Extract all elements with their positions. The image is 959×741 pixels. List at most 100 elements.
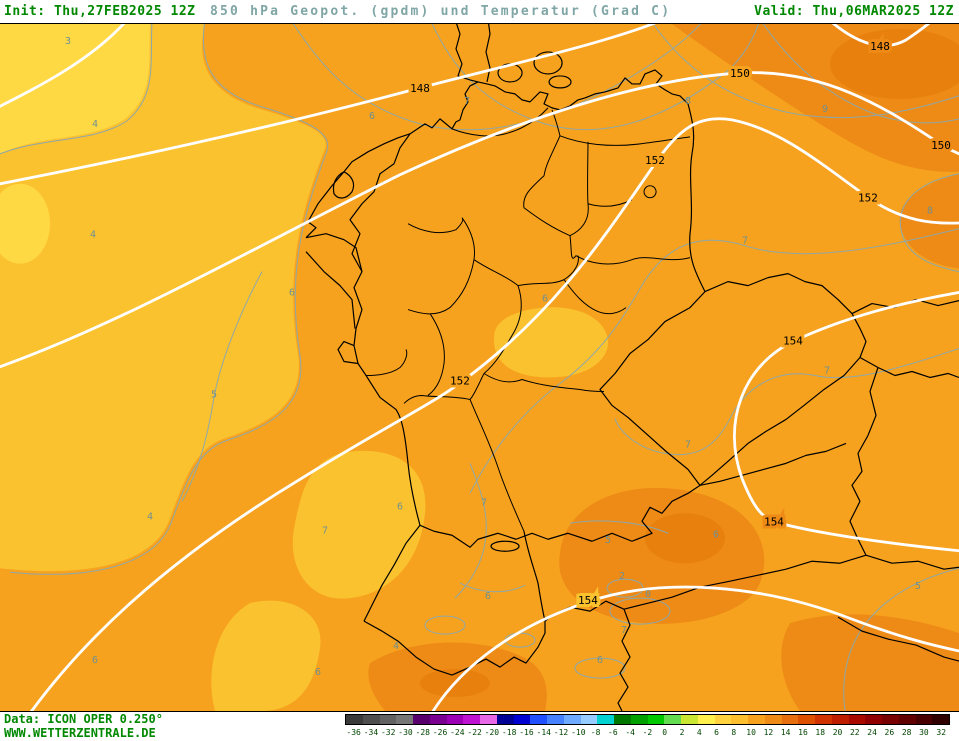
temperature-fill-layer <box>0 24 959 711</box>
colorbar-tick-label: 24 <box>867 728 877 737</box>
footer-bar: Data: ICON OPER 0.250° WWW.WETTERZENTRAL… <box>0 712 959 741</box>
website-label: WWW.WETTERZENTRALE.DE <box>4 726 156 740</box>
header-bar: Init: Thu,27FEB2025 12Z 850 hPa Geopot. … <box>0 0 959 23</box>
colorbar-segment <box>597 715 614 724</box>
temperature-value-label: 7 <box>742 236 748 247</box>
colorbar-labels: -36 -34 -32 -30 -28 -26 -24 -22 -20 -18 -16 -14 -12-… <box>345 727 950 739</box>
colorbar-tick-label: -26 <box>432 728 448 737</box>
colorbar-segment <box>932 715 949 724</box>
temperature-value-label: 6 <box>597 655 603 666</box>
colorbar-segment <box>480 715 497 724</box>
colorbar-segment <box>647 715 665 724</box>
colorbar-tick-label: -14 <box>536 728 551 737</box>
colorbar-segment <box>664 715 681 724</box>
colorbar-tick-label: 2 <box>679 728 685 737</box>
colorbar-tick-label: 32 <box>936 728 947 737</box>
colorbar-segment <box>362 715 380 724</box>
colorbar-segment <box>563 715 581 724</box>
geopotential-contour-layer <box>0 24 959 711</box>
colorbar-segment <box>748 715 765 724</box>
colorbar-segment <box>781 715 799 724</box>
colorbar-segment <box>446 715 464 724</box>
colorbar-tick-label: -10 <box>571 728 586 737</box>
temperature-value-label: 4 <box>92 119 98 130</box>
colorbar-segment <box>848 715 866 724</box>
colorbar-tick-label: -6 <box>608 728 618 737</box>
colorbar-segment <box>815 715 832 724</box>
colorbar-tick-label: -32 <box>380 728 396 737</box>
colorbar-segment <box>346 715 363 724</box>
temperature-value-label: 4 <box>147 511 153 522</box>
colorbar-tick-label: 4 <box>696 728 702 737</box>
colorbar-segment <box>714 715 732 724</box>
benelux-borders <box>305 133 411 365</box>
temperature-value-label: 7 <box>322 525 328 536</box>
colorbar-segment <box>697 715 715 724</box>
colorbar-tick-label: 8 <box>731 728 737 737</box>
colorbar-segment <box>547 715 564 724</box>
temperature-value-label: 6 <box>369 111 375 122</box>
colorbar-tick-label: 30 <box>919 728 929 737</box>
colorbar-segment <box>731 715 748 724</box>
temperature-value-label: 7 <box>464 96 470 107</box>
geopotential-value-label: 150 <box>931 139 951 152</box>
colorbar-segments <box>345 714 950 725</box>
temperature-value-label: 2 <box>619 571 625 582</box>
geopotential-value-label: 154 <box>578 594 598 607</box>
colorbar-tick-label: -24 <box>450 728 465 737</box>
colorbar-tick-label: 0 <box>662 728 668 737</box>
temperature-value-label: 3 <box>65 36 71 47</box>
colorbar-segment <box>831 715 849 724</box>
temp-label-layer: 3 4 4 6 7 8 9 8 7 6 6 5 7 7 4 6 7 7 5 6 5 6 2 0 7 6 4 6 6 <box>65 36 933 678</box>
colorbar-segment <box>681 715 698 724</box>
temperature-value-label: 5 <box>211 389 217 400</box>
colorbar-segment <box>379 715 397 724</box>
colorbar-tick-label: 22 <box>849 728 860 737</box>
colorbar-tick-label: 6 <box>714 728 719 737</box>
colorbar-segment <box>463 715 480 724</box>
colorbar-segment <box>915 715 933 724</box>
temperature-value-label: 5 <box>605 535 611 546</box>
geopotential-value-label: 152 <box>858 192 878 205</box>
colorbar-tick-label: 12 <box>763 728 774 737</box>
country-border-layer <box>305 24 959 711</box>
colorbar-tick-label: 26 <box>884 728 895 737</box>
colorbar-tick-label: -18 <box>501 728 517 737</box>
colorbar-tick-label: 14 <box>780 728 791 737</box>
colorbar-segment <box>580 715 598 724</box>
colorbar-tick-label: -8 <box>590 728 601 737</box>
colorbar-segment <box>882 715 899 724</box>
colorbar-segment <box>413 715 430 724</box>
colorbar-segment <box>898 715 916 724</box>
temperature-value-label: 6 <box>542 294 548 305</box>
temperature-value-label: 6 <box>713 529 719 540</box>
colorbar-tick-label: 20 <box>832 728 843 737</box>
colorbar-tick-label: -36 <box>346 728 361 737</box>
colorbar-tick-label: -2 <box>642 728 653 737</box>
colorbar-tick-label: -30 <box>398 728 413 737</box>
page-title: 850 hPa Geopot. (gpdm) und Temperatur (G… <box>210 4 672 19</box>
temperature-value-label: 7 <box>621 625 627 636</box>
colorbar-tick-label: -12 <box>553 728 569 737</box>
colorbar-segment <box>496 715 514 724</box>
colorbar-segment <box>396 715 413 724</box>
temperature-value-label: 6 <box>485 591 491 602</box>
temperature-contour-layer <box>0 24 959 711</box>
colorbar-segment <box>530 715 547 724</box>
german-state-borders <box>365 107 691 532</box>
colorbar-tick-label: 10 <box>746 728 756 737</box>
temperature-value-label: 6 <box>92 655 98 666</box>
geopotential-value-label: 152 <box>645 154 665 167</box>
init-time-label: Init: Thu,27FEB2025 12Z <box>4 4 196 19</box>
geopotential-value-label: 154 <box>783 335 803 348</box>
colorbar-tick-label: -34 <box>363 728 379 737</box>
colorbar-segment <box>865 715 882 724</box>
geopotential-value-label: 150 <box>730 67 750 80</box>
colorbar-segment <box>513 715 531 724</box>
germany-outline <box>349 69 706 548</box>
temperature-value-label: 0 <box>645 589 651 600</box>
temperature-value-label: 6 <box>289 288 295 299</box>
czech-poland-borders <box>699 273 959 486</box>
colorbar-tick-label: 18 <box>815 728 826 737</box>
